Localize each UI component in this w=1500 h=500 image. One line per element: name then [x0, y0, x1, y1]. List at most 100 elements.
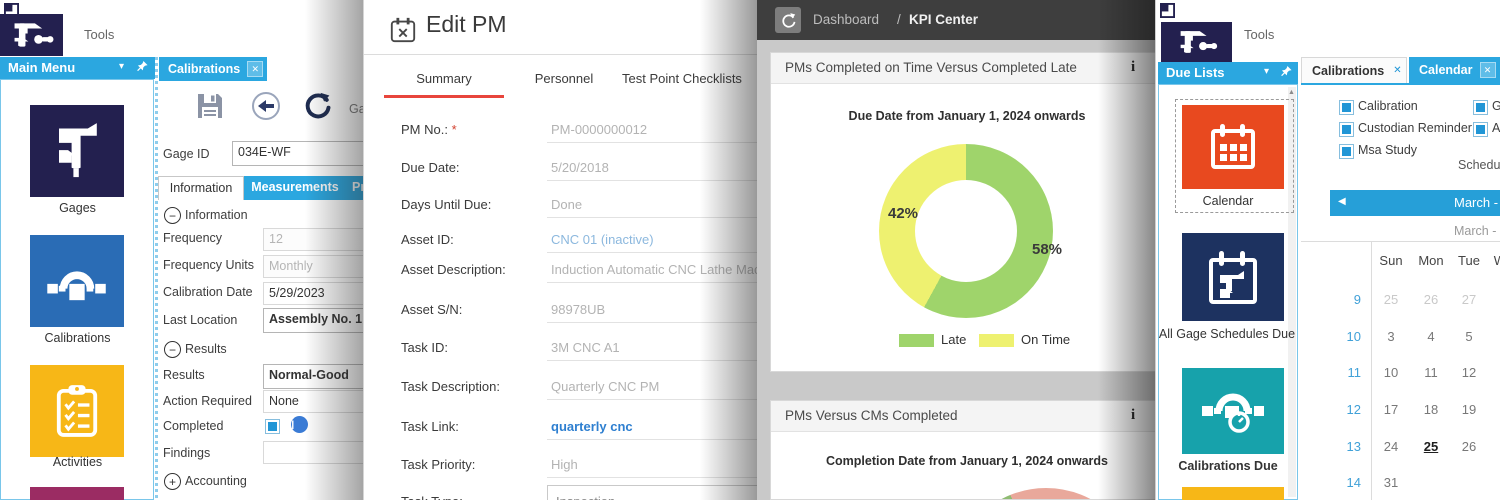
refresh-dashboard-button[interactable] [775, 7, 801, 33]
info-icon[interactable]: i [291, 416, 308, 433]
tab-test-point-checklists[interactable]: Test Point Checklists [622, 71, 742, 86]
frequency-input[interactable]: 12 [263, 228, 375, 251]
sidebar-item-calibrations[interactable] [30, 235, 124, 327]
tab-calibrations[interactable]: Calibrations ✕ [1301, 57, 1407, 83]
pm-field-value[interactable]: 98978UB [551, 302, 606, 317]
tab-calendar[interactable]: Calendar ✕ [1409, 57, 1500, 83]
tab-calibrations[interactable]: Calibrations ✕ [159, 57, 267, 81]
prev-month-icon[interactable]: ◀ [1338, 196, 1346, 207]
tab-information[interactable]: Information [158, 176, 244, 200]
close-icon[interactable]: ✕ [1393, 65, 1402, 76]
info-icon[interactable]: i [1131, 407, 1136, 423]
frequency-units-input[interactable]: Monthly [263, 255, 375, 278]
close-icon[interactable]: ✕ [247, 61, 264, 77]
due-list-item-calendar[interactable] [1182, 105, 1284, 189]
pm-field-underline [547, 282, 759, 283]
pm-field-value[interactable]: CNC 01 (inactive) [551, 232, 654, 247]
pm-field-label: Due Date: [401, 160, 460, 175]
chevron-down-icon[interactable]: ▾ [119, 61, 125, 72]
refresh-button[interactable] [304, 92, 332, 120]
restore-window-icon[interactable] [1160, 3, 1175, 18]
pin-icon[interactable] [1281, 65, 1292, 77]
calendar-date[interactable]: 10 [1383, 365, 1399, 380]
breadcrumb-root[interactable]: Dashboard [813, 12, 880, 27]
pm-field-value[interactable]: quarterly cnc [551, 419, 633, 434]
filter-calibration-checkbox[interactable] [1339, 100, 1354, 115]
calendar-date[interactable]: 17 [1383, 402, 1399, 417]
due-list-item-all-gage-schedules[interactable] [1182, 233, 1284, 321]
pm-field-value[interactable]: 5/20/2018 [551, 160, 609, 175]
menu-tab-tools[interactable]: Tools [84, 27, 115, 42]
collapse-results-icon[interactable]: − [164, 341, 181, 358]
pm-field-value[interactable]: Quarterly CNC PM [551, 379, 660, 394]
sidebar-item-gages[interactable] [30, 105, 124, 197]
restore-window-icon[interactable] [4, 3, 19, 18]
due-list-item-calibrations-due[interactable] [1182, 368, 1284, 454]
pm-field-value[interactable]: High [551, 457, 578, 472]
pm-field-value[interactable]: Done [551, 197, 583, 212]
results-select[interactable]: Normal-Good [263, 364, 375, 389]
sidebar-item-activities[interactable] [30, 365, 124, 457]
pin-icon[interactable] [137, 60, 148, 72]
undo-button[interactable] [250, 90, 282, 122]
calendar-date[interactable]: 28 [1489, 292, 1500, 307]
tab-procedures-partial[interactable]: Pr [352, 180, 366, 194]
tab-summary[interactable]: Summary [416, 71, 472, 86]
calendar-date[interactable]: 5 [1465, 329, 1473, 344]
collapse-information-icon[interactable]: − [164, 207, 181, 224]
calendar-date[interactable]: 24 [1383, 439, 1399, 454]
panel-splitter[interactable] [155, 57, 158, 500]
filter-activity-label: Ac [1492, 121, 1500, 135]
tab-measurements[interactable]: Measurements [251, 180, 339, 194]
calendar-date[interactable]: 4 [1427, 329, 1435, 344]
due-list-item-partial[interactable] [1182, 487, 1284, 500]
calendar-date[interactable]: 27 [1461, 292, 1477, 307]
filter-gage-checkbox[interactable] [1473, 100, 1488, 115]
info-icon[interactable]: i [1131, 59, 1136, 75]
calendar-date[interactable]: 26 [1461, 439, 1477, 454]
calendar-date[interactable]: 13 [1489, 365, 1500, 380]
close-icon[interactable]: ✕ [1479, 62, 1496, 78]
gage-id-input[interactable]: 034E-WF [232, 141, 375, 166]
calendar-date[interactable]: 19 [1461, 402, 1477, 417]
calendar-date[interactable]: 3 [1387, 329, 1395, 344]
calendar-date[interactable]: 6 [1489, 329, 1500, 344]
calendar-date[interactable]: 20 [1489, 402, 1500, 417]
expand-accounting-icon[interactable]: + [164, 473, 181, 490]
calendar-date[interactable]: 25 [1383, 292, 1399, 307]
pm-field-value[interactable]: 3M CNC A1 [551, 340, 620, 355]
calendar-date[interactable]: 26 [1423, 292, 1439, 307]
menu-tab-tools[interactable]: Tools [1244, 27, 1275, 42]
pm-field-value[interactable]: PM-0000000012 [551, 122, 648, 137]
scrollbar-up-icon[interactable]: ▲ [1288, 89, 1295, 96]
scrollbar[interactable] [1288, 87, 1296, 497]
sidebar-item-partial[interactable] [30, 487, 124, 500]
save-button[interactable] [194, 90, 226, 122]
completed-checkbox[interactable] [265, 419, 280, 434]
calendar-date-selected[interactable]: 25 [1423, 439, 1439, 454]
action-required-select[interactable]: None [263, 390, 375, 413]
calendar-date[interactable]: 11 [1424, 365, 1438, 380]
filter-activity-checkbox[interactable] [1473, 122, 1488, 137]
pm-field-underline [547, 360, 759, 361]
pm-field-value[interactable]: Induction Automatic CNC Lathe Mach [551, 262, 759, 277]
caliper-logo-icon [1172, 27, 1222, 57]
selected-item-outline [1175, 99, 1294, 213]
filter-custodian-reminder-checkbox[interactable] [1339, 122, 1354, 137]
calendar-date[interactable]: 18 [1423, 402, 1439, 417]
kpi-panel-pms-on-time: PMs Completed on Time Versus Completed L… [770, 52, 1155, 372]
calendar-date[interactable]: 27 [1489, 439, 1500, 454]
calibration-date-label: Calibration Date [163, 285, 253, 299]
pm-field-underline [547, 252, 759, 253]
main-menu-title: Main Menu [8, 60, 76, 75]
calibration-date-input[interactable]: 5/29/2023 [263, 282, 375, 305]
tab-personnel[interactable]: Personnel [534, 71, 594, 86]
calendar-date[interactable]: 31 [1383, 475, 1399, 490]
pm-field-value[interactable]: Inspection [556, 494, 759, 500]
frequency-label: Frequency [163, 231, 223, 245]
calendar-date[interactable]: 12 [1461, 365, 1477, 380]
last-location-select[interactable]: Assembly No. 1 - F [263, 308, 375, 333]
chevron-down-icon[interactable]: ▾ [1264, 66, 1270, 77]
findings-input[interactable] [263, 441, 375, 464]
filter-msa-study-checkbox[interactable] [1339, 144, 1354, 159]
